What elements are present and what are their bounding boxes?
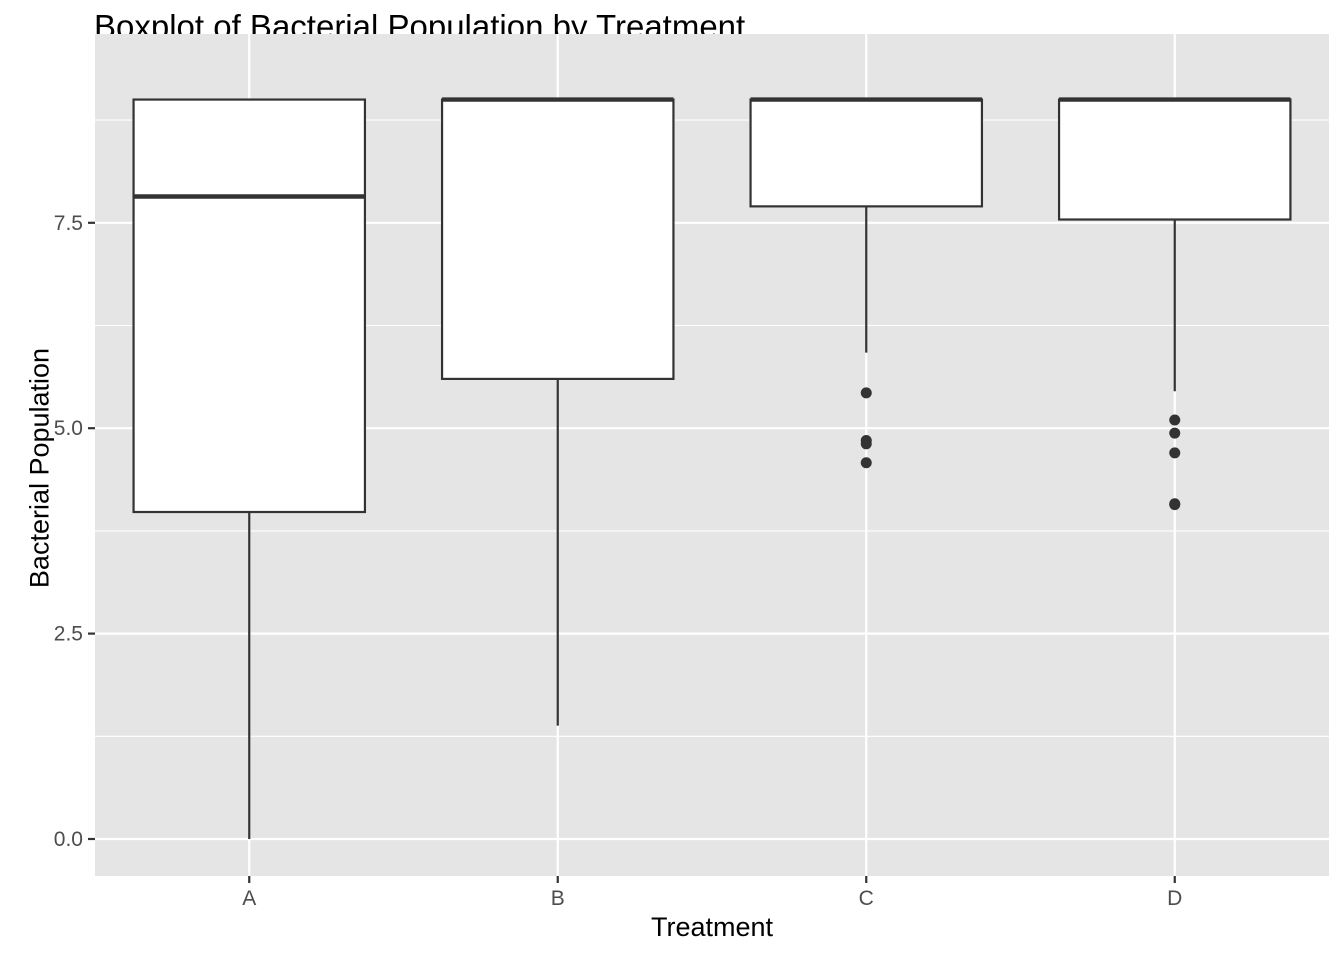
box-body <box>749 98 984 208</box>
x-tick-label: B <box>551 887 565 910</box>
outlier-point <box>1169 414 1181 426</box>
x-axis: A B C D <box>242 876 1182 910</box>
x-tick-label: C <box>859 887 874 910</box>
x-axis-title: Treatment <box>650 912 774 942</box>
y-tick-label: 2.5 <box>54 623 83 646</box>
outlier-point <box>860 438 872 450</box>
box-body <box>440 98 675 381</box>
box-body <box>132 98 367 514</box>
box-C <box>749 97 984 469</box>
outlier-point <box>1169 499 1181 511</box>
outlier-point <box>1169 427 1181 439</box>
box-body <box>1057 98 1292 221</box>
boxplot-series <box>132 97 1292 839</box>
y-tick-label: 0.0 <box>54 828 83 851</box>
y-axis-title: Bacterial Population <box>24 347 55 589</box>
y-tick-label: 7.5 <box>54 212 83 235</box>
box-B <box>440 97 675 726</box>
x-tick-label: D <box>1167 887 1182 910</box>
y-axis: 0.0 2.5 5.0 7.5 <box>54 212 95 851</box>
outlier-point <box>860 457 872 469</box>
outlier-point <box>1169 447 1181 459</box>
box-A <box>132 98 367 839</box>
x-tick-label: A <box>242 887 256 910</box>
box-D <box>1057 97 1292 511</box>
outlier-point <box>860 387 872 399</box>
y-tick-label: 5.0 <box>54 417 83 440</box>
